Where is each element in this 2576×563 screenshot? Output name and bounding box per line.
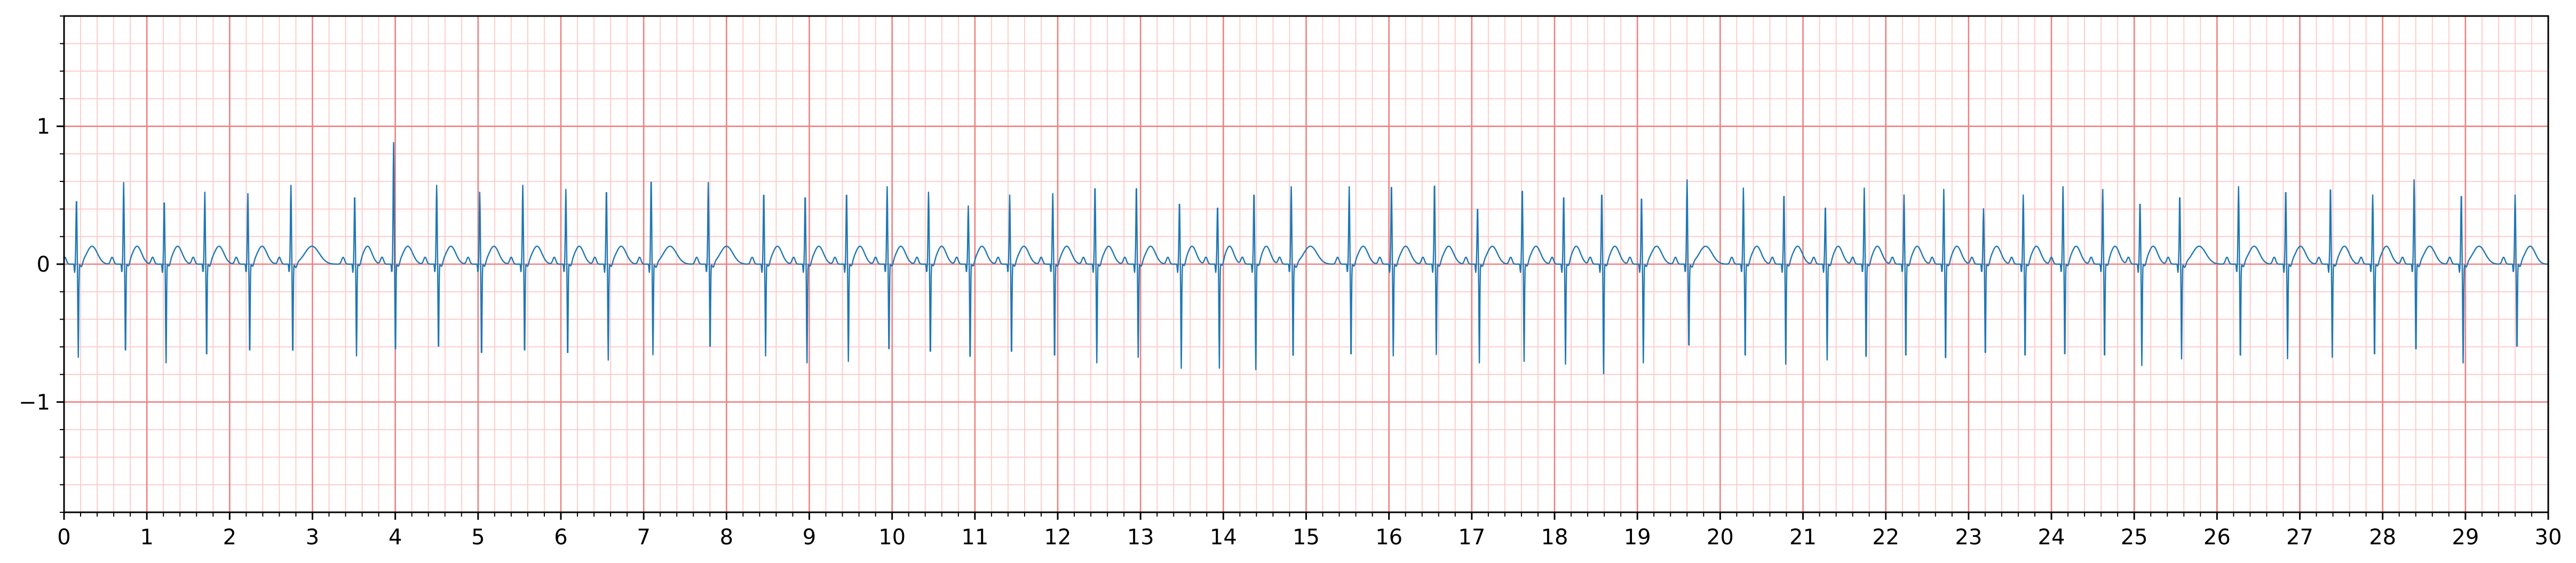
- x-tick-label: 0: [57, 525, 70, 550]
- x-tick-label: 26: [2204, 525, 2231, 550]
- x-tick-label: 20: [1707, 525, 1734, 550]
- x-tick-label: 21: [1789, 525, 1817, 550]
- x-tick-label: 8: [720, 525, 733, 550]
- x-tick-label: 18: [1541, 525, 1568, 550]
- x-tick-label: 13: [1127, 525, 1154, 550]
- y-tick-label: 1: [37, 115, 50, 139]
- x-tick-label: 24: [2038, 525, 2065, 550]
- x-tick-label: 19: [1624, 525, 1651, 550]
- x-tick-label: 15: [1293, 525, 1320, 550]
- x-tick-label: 4: [389, 525, 402, 550]
- x-tick-label: 10: [878, 525, 906, 550]
- x-tick-label: 22: [1872, 525, 1899, 550]
- x-tick-label: 30: [2535, 525, 2562, 550]
- x-tick-label: 14: [1210, 525, 1237, 550]
- x-tick-label: 23: [1955, 525, 1982, 550]
- y-axis: −1 0 1: [19, 15, 64, 513]
- x-tick-label: 17: [1458, 525, 1485, 550]
- x-tick-label: 5: [471, 525, 485, 550]
- x-tick-label: 7: [637, 525, 650, 550]
- x-tick-label: 3: [306, 525, 319, 550]
- x-tick-label: 28: [2369, 525, 2396, 550]
- x-tick-label: 9: [803, 525, 816, 550]
- y-tick-label: 0: [37, 252, 50, 277]
- x-tick-label: 12: [1044, 525, 1072, 550]
- x-tick-label: 6: [554, 525, 567, 550]
- x-tick-label: 1: [140, 525, 153, 550]
- x-tick-label: 27: [2286, 525, 2313, 550]
- x-tick-label: 29: [2452, 525, 2479, 550]
- x-tick-label: 2: [223, 525, 236, 550]
- x-tick-label: 16: [1375, 525, 1402, 550]
- series-layer: [63, 142, 2549, 375]
- y-tick-label: −1: [19, 390, 50, 415]
- x-axis: 0 1 2 3 4 5 6 7 8 9 10 11 12 13 14 15 16 17 18 19 20 21 22 23 24…: [57, 512, 2562, 550]
- ecg-trace-line: [63, 142, 2549, 375]
- x-tick-label: 11: [961, 525, 988, 550]
- x-tick-label: 25: [2121, 525, 2148, 550]
